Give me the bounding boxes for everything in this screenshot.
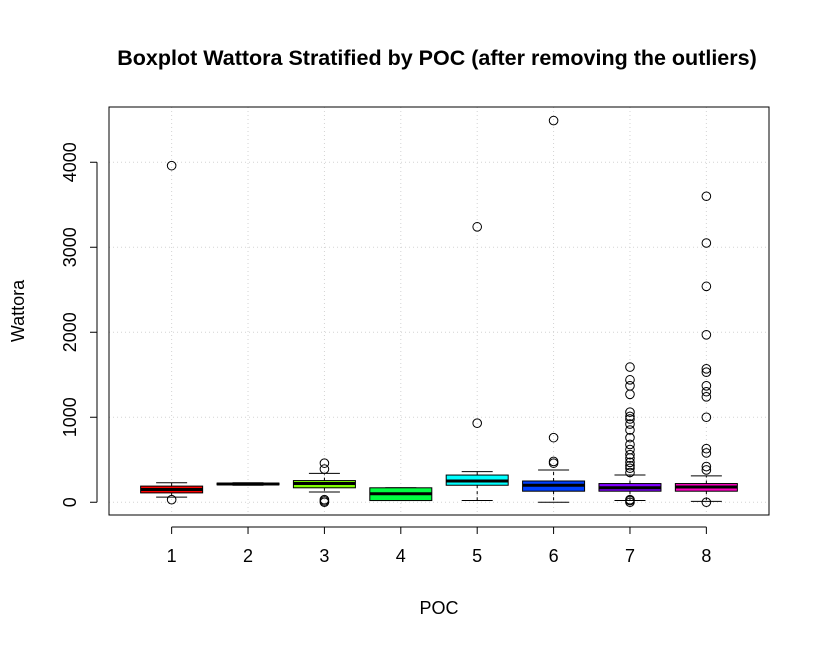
- y-tick-label: 4000: [60, 142, 80, 182]
- outlier-point: [701, 461, 712, 472]
- outlier-point: [701, 392, 712, 402]
- outlier-point: [625, 362, 635, 372]
- outlier-point: [701, 443, 712, 454]
- outlier-point: [701, 364, 712, 374]
- outlier-point: [701, 381, 712, 391]
- outlier-point: [701, 448, 712, 458]
- x-tick-label: 3: [319, 546, 329, 566]
- x-tick-label: 8: [701, 546, 711, 566]
- outlier-point: [701, 238, 712, 248]
- outlier-point: [701, 191, 712, 202]
- outlier-point: [625, 414, 635, 424]
- y-tick-label: 1000: [60, 397, 80, 437]
- outlier-point: [701, 330, 712, 340]
- outlier-point: [625, 444, 635, 455]
- x-tick-label: 6: [549, 546, 559, 566]
- outlier-point: [625, 381, 635, 391]
- outlier-point: [625, 411, 635, 422]
- boxes-layer: [140, 115, 738, 508]
- outlier-point: [701, 465, 712, 475]
- outlier-point: [319, 494, 330, 505]
- x-axis-title: POC: [419, 598, 458, 618]
- outlier-point: [701, 386, 712, 397]
- y-tick-label: 0: [60, 497, 80, 507]
- x-tick-label: 2: [243, 546, 253, 566]
- box-group-3: [292, 458, 356, 508]
- outlier-point: [625, 425, 635, 435]
- outlier-point: [701, 497, 712, 508]
- box-group-1: [140, 160, 204, 505]
- outlier-point: [548, 432, 559, 443]
- box-group-4: [369, 487, 433, 502]
- outlier-point: [548, 456, 559, 467]
- box-group-2: [216, 482, 280, 486]
- outlier-point: [472, 418, 482, 429]
- outlier-point: [319, 464, 330, 474]
- outlier-point: [625, 463, 635, 474]
- y-axis: 0 1000 2000 3000 4000: [60, 142, 98, 507]
- box-group-5: [445, 222, 509, 502]
- outlier-point: [701, 412, 712, 423]
- outlier-point: [625, 494, 635, 505]
- plot-frame: [108, 106, 770, 516]
- grid-lines: [109, 107, 769, 515]
- outlier-point: [701, 367, 712, 378]
- box-group-6: [522, 115, 586, 503]
- outlier-point: [625, 432, 635, 443]
- outlier-point: [625, 375, 635, 385]
- outlier-point: [625, 419, 635, 429]
- x-tick-label: 4: [396, 546, 406, 566]
- outlier-point: [319, 458, 330, 468]
- x-tick-label: 1: [167, 546, 177, 566]
- outlier-point: [625, 460, 635, 471]
- outlier-point: [166, 160, 177, 171]
- outlier-point: [548, 115, 559, 126]
- x-tick-label: 5: [472, 546, 482, 566]
- box-group-7: [598, 362, 662, 508]
- outlier-point: [625, 467, 635, 478]
- y-tick-label: 3000: [60, 227, 80, 267]
- box-group-8: [674, 191, 738, 508]
- outlier-point: [701, 281, 712, 292]
- outlier-point: [166, 494, 177, 505]
- outlier-point: [625, 407, 635, 417]
- x-axis: 1 2 3 4 5 6 7 8: [167, 526, 711, 566]
- outlier-point: [625, 457, 635, 468]
- outlier-point: [472, 222, 482, 232]
- outlier-point: [625, 439, 635, 450]
- y-axis-title: Wattora: [8, 279, 28, 342]
- outlier-point: [625, 449, 635, 460]
- x-tick-label: 7: [625, 546, 635, 566]
- chart-title: Boxplot Wattora Stratified by POC (after…: [117, 46, 757, 70]
- y-tick-label: 2000: [60, 312, 80, 352]
